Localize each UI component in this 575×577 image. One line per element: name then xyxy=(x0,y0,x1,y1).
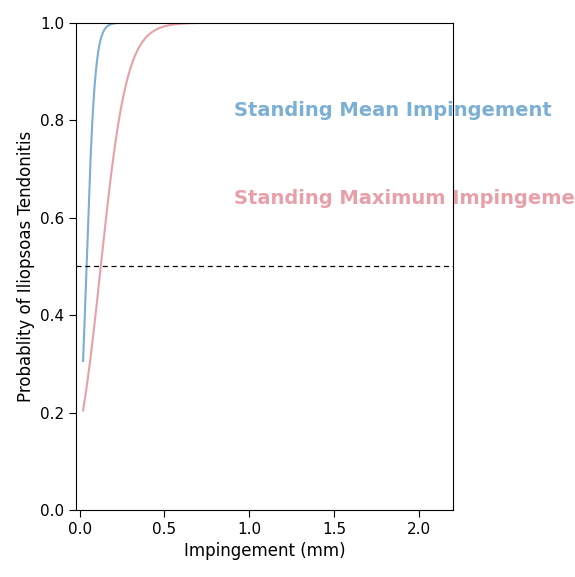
Text: Standing Maximum Impingement: Standing Maximum Impingement xyxy=(235,189,575,208)
X-axis label: Impingement (mm): Impingement (mm) xyxy=(183,542,345,560)
Y-axis label: Probablity of Iliopsoas Tendonitis: Probablity of Iliopsoas Tendonitis xyxy=(17,131,34,402)
Text: Standing Mean Impingement: Standing Mean Impingement xyxy=(235,101,552,120)
